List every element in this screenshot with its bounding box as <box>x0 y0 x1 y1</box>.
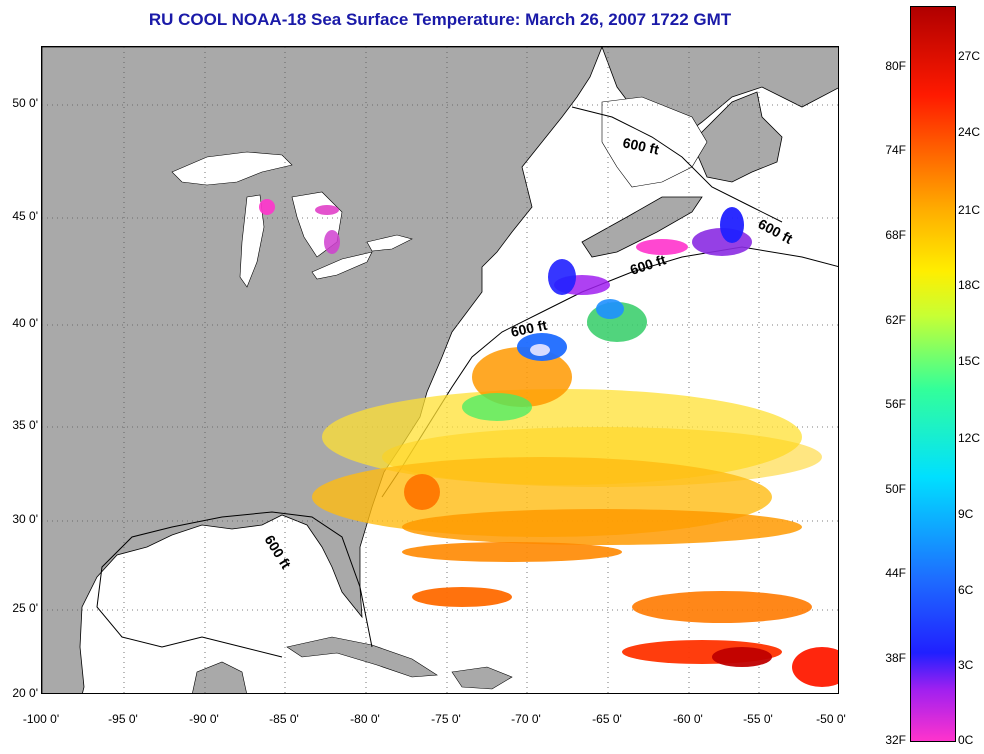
lon-label: -95 0' <box>108 712 138 726</box>
lon-label: -75 0' <box>431 712 461 726</box>
contour-label: 600 ft <box>756 216 796 247</box>
colorbar-label-f: 56F <box>885 397 906 411</box>
contour-label: 600 ft <box>628 251 668 278</box>
lat-label: 25 0' <box>12 601 38 615</box>
colorbar-label-f: 32F <box>885 733 906 747</box>
lat-label: 45 0' <box>12 209 38 223</box>
colorbar-label-f: 74F <box>885 143 906 157</box>
colorbar-gradient <box>911 7 955 741</box>
map-canvas: 600 ft 600 ft 600 ft 600 ft 600 ft <box>42 47 838 693</box>
lon-label: -55 0' <box>743 712 773 726</box>
lon-label: -80 0' <box>350 712 380 726</box>
colorbar-label-c: 3C <box>958 658 974 672</box>
land-hispaniola <box>451 666 513 690</box>
colorbar-label-f: 44F <box>885 566 906 580</box>
colorbar-label-c: 6C <box>958 583 974 597</box>
contour-label: 600 ft <box>261 532 294 572</box>
lon-label: -50 0' <box>816 712 846 726</box>
land-yucatan <box>192 661 247 693</box>
isobath-600ft-north <box>571 106 783 223</box>
colorbar-label-f: 68F <box>885 228 906 242</box>
colorbar-label-f: 80F <box>885 59 906 73</box>
sst-data <box>259 199 838 687</box>
lat-label: 30 0' <box>12 512 38 526</box>
lon-label: -60 0' <box>673 712 703 726</box>
lat-label: 35 0' <box>12 418 38 432</box>
land-newfoundland <box>691 91 783 183</box>
colorbar-label-c: 24C <box>958 125 981 139</box>
colorbar-label-c: 0C <box>958 733 974 747</box>
colorbar-label-c: 15C <box>958 354 981 368</box>
colorbar-label-f: 50F <box>885 482 906 496</box>
lake-superior <box>171 151 293 186</box>
lat-label: 20 0' <box>12 686 38 700</box>
lat-label: 50 0' <box>12 96 38 110</box>
land-nova-scotia <box>581 196 703 258</box>
lake-erie <box>311 251 373 280</box>
colorbar-label-f: 62F <box>885 313 906 327</box>
colorbar-label-c: 12C <box>958 431 981 445</box>
land-north-america <box>42 47 603 693</box>
lon-label: -85 0' <box>269 712 299 726</box>
colorbar-label-c: 18C <box>958 278 981 292</box>
lon-label: -90 0' <box>189 712 219 726</box>
isobath-600ft <box>96 511 373 658</box>
contour-label: 600 ft <box>621 134 660 157</box>
colorbar-label-c: 9C <box>958 507 974 521</box>
gulf-st-lawrence <box>601 96 708 188</box>
lat-label: 40 0' <box>12 316 38 330</box>
colorbar-label-c: 21C <box>958 203 981 217</box>
lon-label: -70 0' <box>511 712 541 726</box>
sst-map: 600 ft 600 ft 600 ft 600 ft 600 ft <box>41 46 839 694</box>
map-title: RU COOL NOAA-18 Sea Surface Temperature:… <box>148 10 732 29</box>
colorbar-label-f: 38F <box>885 651 906 665</box>
lake-ontario <box>366 234 413 252</box>
land-cuba <box>286 636 438 678</box>
colorbar-label-c: 27C <box>958 49 981 63</box>
lon-label: -100 0' <box>22 712 60 726</box>
contour-label: 600 ft <box>509 317 548 340</box>
lon-label: -65 0' <box>592 712 622 726</box>
colorbar <box>910 6 956 742</box>
